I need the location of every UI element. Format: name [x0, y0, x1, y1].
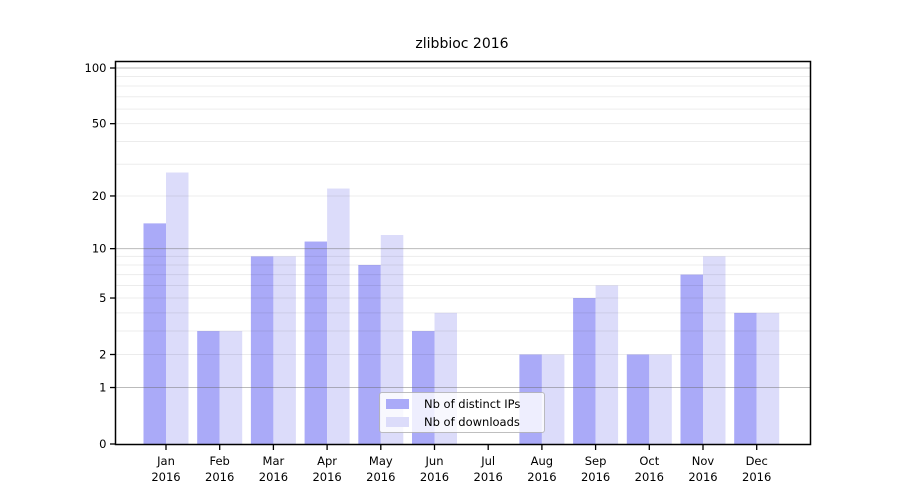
y-tick-label: 5: [99, 291, 106, 305]
y-tick-label: 0: [99, 437, 106, 451]
legend-entry-distinct-ips: Nb of distinct IPs: [386, 397, 538, 411]
legend-label-downloads: Nb of downloads: [424, 414, 520, 429]
chart-title: zlibbioc 2016: [415, 36, 509, 52]
x-tick-label: Jun 2016: [420, 454, 449, 484]
bar-distinct-ips: [304, 241, 328, 444]
bar-downloads: [756, 312, 780, 444]
x-tick-label: Jan 2016: [151, 454, 180, 484]
x-tick-label: Sep 2016: [581, 454, 610, 484]
bar-distinct-ips: [680, 274, 703, 444]
y-tick-label: 100: [85, 61, 107, 75]
x-tick-label: Mar 2016: [259, 454, 288, 484]
x-tick-label: Oct 2016: [635, 454, 664, 484]
legend-swatch-downloads: [386, 416, 409, 427]
bar-downloads: [541, 354, 565, 444]
bar-downloads: [166, 172, 189, 444]
x-tick-label: May 2016: [366, 454, 395, 484]
y-tick-label: 2: [99, 347, 106, 361]
x-tick-label: Jul 2016: [474, 454, 503, 484]
y-tick-label: 10: [92, 242, 107, 256]
legend-entry-downloads: Nb of downloads: [386, 415, 538, 429]
x-tick-label: Nov 2016: [688, 454, 717, 484]
legend-label-distinct-ips: Nb of distinct IPs: [424, 396, 521, 411]
y-tick-label: 50: [92, 117, 107, 131]
bar-distinct-ips: [573, 298, 596, 444]
bar-downloads: [649, 354, 672, 444]
bar-distinct-ips: [734, 312, 757, 444]
x-tick-label: Aug 2016: [527, 454, 556, 484]
bar-downloads: [327, 188, 350, 444]
bar-downloads: [219, 331, 243, 444]
bar-downloads: [703, 256, 726, 444]
bar-distinct-ips: [626, 354, 650, 444]
bar-downloads: [380, 235, 404, 444]
x-tick-label: Feb 2016: [205, 454, 234, 484]
legend: Nb of distinct IPs Nb of downloads: [379, 392, 545, 433]
x-tick-label: Dec 2016: [742, 454, 771, 484]
bar-downloads: [595, 285, 619, 444]
y-tick-label: 20: [92, 189, 107, 203]
axis-frame: [114, 60, 812, 446]
legend-swatch-distinct-ips: [386, 398, 409, 409]
x-tick-label: Apr 2016: [312, 454, 341, 484]
bar-downloads: [273, 256, 296, 444]
y-tick-label: 1: [99, 381, 106, 395]
bar-distinct-ips: [250, 256, 274, 444]
bar-distinct-ips: [358, 264, 381, 444]
bar-distinct-ips: [143, 223, 166, 444]
bar-distinct-ips: [197, 331, 220, 444]
